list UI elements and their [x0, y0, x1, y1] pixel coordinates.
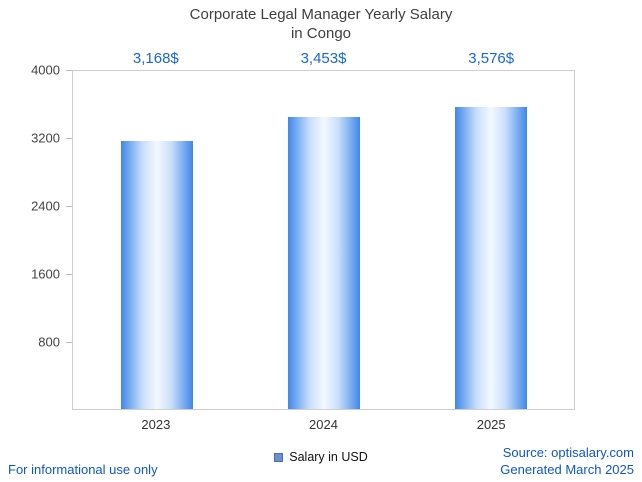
footer-source-block: Source: optisalary.com Generated March 2… [500, 445, 634, 479]
source-link[interactable]: Source: optisalary.com [502, 445, 634, 461]
y-tick-label: 1600 [31, 266, 60, 282]
chart-title-line2: in Congo [290, 24, 352, 42]
x-axis-label-2024: 2024 [309, 417, 338, 432]
bar-2023 [120, 141, 193, 409]
y-tick-mark [66, 341, 72, 343]
legend-label: Salary in USD [289, 450, 368, 464]
x-axis-label-2023: 2023 [141, 417, 171, 432]
y-tick-mark [66, 137, 72, 139]
generated-date: Generated March 2025 [500, 462, 634, 478]
disclaimer-text: For informational use only [8, 462, 158, 477]
bar-value-labels: 3,168$ 3,453$ 3,576$ [72, 50, 575, 70]
legend-swatch-icon [274, 452, 284, 462]
bar-value-label: 3,168$ [132, 50, 179, 67]
y-tick-mark [66, 69, 72, 71]
bar-slot [73, 71, 240, 409]
chart-legend: Salary in USD [0, 450, 642, 464]
bar-slot [407, 71, 574, 409]
bar-slot [240, 71, 407, 409]
y-tick-label: 4000 [31, 62, 60, 78]
bar-2025 [454, 106, 527, 409]
y-axis-ticks: 800 1600 2400 3200 4000 [0, 63, 72, 410]
bar-2024 [287, 117, 360, 409]
chart-title-line1: Corporate Legal Manager Yearly Salary [189, 6, 453, 23]
x-axis-label-2025: 2025 [476, 417, 506, 432]
chart-title: Corporate Legal Manager Yearly Salary in… [0, 6, 642, 44]
y-tick-mark [66, 205, 72, 207]
y-tick-label: 3200 [31, 130, 60, 146]
bar-value-label: 3,576$ [468, 50, 515, 67]
y-tick-mark [66, 273, 72, 275]
y-tick-label: 800 [38, 334, 60, 350]
bar-group [73, 71, 574, 409]
bar-value-label: 3,453$ [300, 50, 347, 67]
x-axis-labels: 2023 2024 2025 [72, 417, 575, 432]
plot-area [72, 70, 575, 410]
y-tick-label: 2400 [31, 198, 60, 214]
